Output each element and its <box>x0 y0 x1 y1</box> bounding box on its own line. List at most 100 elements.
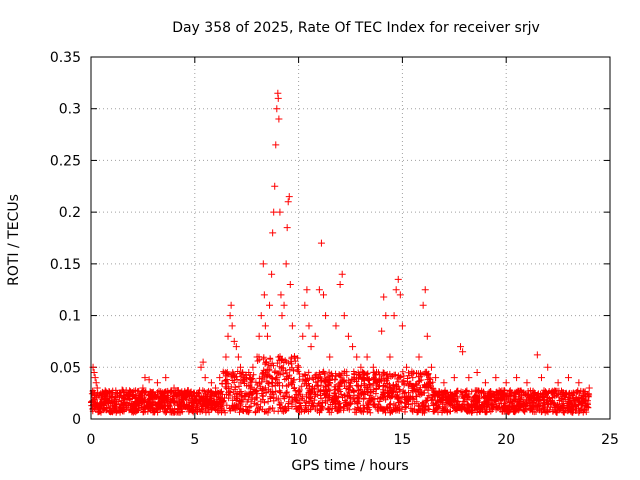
data-point <box>272 141 280 149</box>
data-point <box>533 351 541 359</box>
data-point <box>575 379 583 387</box>
data-point <box>216 374 224 382</box>
x-tick-label: 15 <box>393 432 411 448</box>
dense-point-band <box>88 353 593 416</box>
data-point <box>415 353 423 361</box>
data-point <box>544 363 552 371</box>
data-point <box>380 293 388 301</box>
data-point <box>261 322 269 330</box>
data-points <box>89 89 593 400</box>
data-point <box>230 337 238 345</box>
x-tick-label: 0 <box>87 432 96 448</box>
data-point <box>332 322 340 330</box>
data-point <box>322 312 330 320</box>
y-tick-labels: 0 0.05 0.1 0.15 0.2 0.25 0.3 0.35 <box>50 50 81 428</box>
data-point <box>276 208 284 216</box>
y-tick-label: 0.05 <box>50 360 81 376</box>
data-point <box>307 343 315 351</box>
data-point <box>273 105 281 113</box>
data-point <box>473 368 481 376</box>
data-point <box>153 379 161 387</box>
y-tick-label: 0.15 <box>50 257 81 273</box>
data-point <box>232 343 240 351</box>
data-point <box>236 363 244 371</box>
data-point <box>118 386 126 394</box>
data-point <box>191 392 199 400</box>
data-point <box>419 301 427 309</box>
data-point <box>409 374 417 382</box>
data-point <box>326 353 334 361</box>
y-tick-label: 0.1 <box>59 309 81 325</box>
data-point <box>382 312 390 320</box>
data-point <box>344 332 352 340</box>
data-point <box>90 368 98 376</box>
data-point <box>288 322 296 330</box>
y-axis-label: ROTI / TECUs <box>6 194 22 286</box>
y-tick-label: 0.3 <box>59 102 81 118</box>
data-point <box>234 353 242 361</box>
data-point <box>201 374 209 382</box>
data-point <box>212 384 220 392</box>
data-point <box>241 374 249 382</box>
data-point <box>282 260 290 268</box>
data-point <box>285 193 293 201</box>
data-point <box>502 379 510 387</box>
data-point <box>170 384 178 392</box>
data-point <box>270 208 278 216</box>
data-point <box>394 275 402 283</box>
y-tick-label: 0.2 <box>59 205 81 221</box>
data-point <box>465 374 473 382</box>
data-point <box>564 374 572 382</box>
data-point <box>286 281 294 289</box>
data-point <box>257 312 265 320</box>
data-point <box>369 363 377 371</box>
data-point <box>421 286 429 294</box>
grid-lines <box>91 57 610 419</box>
data-point <box>197 363 205 371</box>
data-point <box>554 379 562 387</box>
data-point <box>224 332 232 340</box>
data-point <box>255 332 263 340</box>
x-tick-label: 10 <box>290 432 308 448</box>
data-point <box>303 286 311 294</box>
data-point <box>295 363 303 371</box>
data-point <box>93 384 101 392</box>
data-point <box>353 353 361 361</box>
data-point <box>266 301 274 309</box>
data-point <box>145 376 153 384</box>
data-point <box>141 374 149 382</box>
data-point <box>260 291 268 299</box>
data-point <box>427 363 435 371</box>
data-point <box>459 348 467 356</box>
data-point <box>263 332 271 340</box>
data-point <box>315 286 323 294</box>
chart-title: Day 358 of 2025, Rate Of TEC Index for r… <box>172 20 540 36</box>
data-point <box>91 374 99 382</box>
x-tick-labels: 0 5 10 15 20 25 <box>87 432 619 448</box>
data-point <box>253 353 261 361</box>
data-point <box>396 291 404 299</box>
data-point <box>336 281 344 289</box>
data-point <box>403 363 411 371</box>
data-point <box>222 353 230 361</box>
data-point <box>226 312 234 320</box>
data-point <box>423 332 431 340</box>
data-point <box>299 332 307 340</box>
data-point <box>199 358 207 366</box>
data-point <box>268 270 276 278</box>
data-point <box>386 353 394 361</box>
data-point <box>481 379 489 387</box>
y-tick-label: 0.35 <box>50 50 81 66</box>
data-point <box>228 322 236 330</box>
data-point <box>207 379 215 387</box>
data-point <box>320 291 328 299</box>
data-point <box>378 327 386 335</box>
data-point <box>280 301 288 309</box>
data-point <box>259 260 267 268</box>
data-point <box>278 312 286 320</box>
data-point <box>139 384 147 392</box>
x-tick-label: 25 <box>601 432 619 448</box>
data-point <box>513 374 521 382</box>
data-point <box>537 374 545 382</box>
